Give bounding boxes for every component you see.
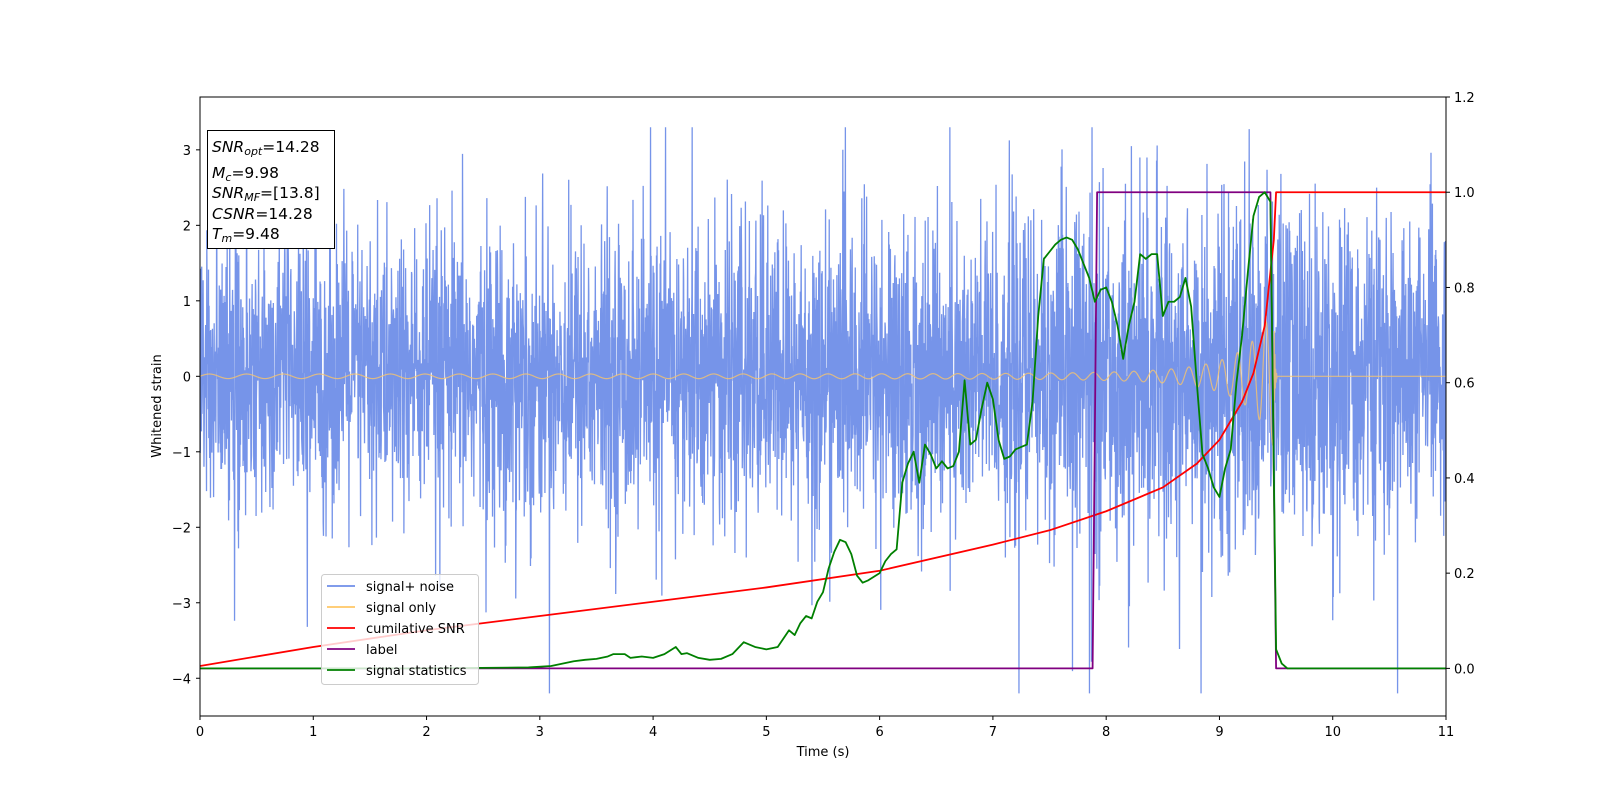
info-snr-mf: SNRMF=[13.8] [212, 184, 320, 204]
y-tick-label: −3 [172, 597, 191, 612]
x-tick-label: 5 [762, 725, 770, 740]
info-snr-opt: SNRopt=14.28 [212, 138, 320, 158]
x-tick-label: 7 [989, 725, 997, 740]
series-cumilative-snr [200, 191, 1446, 667]
info-csnr: CSNR=14.28 [212, 205, 313, 223]
info-mc: Mc=9.98 [212, 164, 279, 184]
info-box: SNRopt=14.28 Mc=9.98 SNRMF=[13.8] CSNR=1… [207, 130, 335, 249]
y-axis-right: 0.0 0.2 0.4 0.6 0.8 1.0 1.2 [1446, 91, 1475, 677]
y-tick-label: 0 [183, 370, 191, 385]
legend: signal+ noise signal only cumilative SNR la… [321, 574, 479, 685]
y2-tick-label: 0.0 [1454, 662, 1475, 677]
y-axis-label: Whitened strain [150, 354, 165, 457]
y2-tick-label: 0.4 [1454, 472, 1475, 487]
y-axis-left: −4 −3 −2 −1 0 1 2 3 [172, 144, 200, 687]
y-tick-label: 3 [183, 144, 191, 159]
y-tick-label: 1 [183, 295, 191, 310]
y-tick-label: −4 [172, 672, 191, 687]
x-tick-label: 11 [1438, 725, 1455, 740]
series-signal-statistics [200, 191, 1446, 670]
legend-label-signal-only: signal only [366, 601, 436, 616]
x-tick-label: 8 [1102, 725, 1110, 740]
legend-label-signal-noise: signal+ noise [366, 580, 454, 595]
x-tick-label: 9 [1215, 725, 1223, 740]
y-tick-label: 2 [183, 219, 191, 234]
info-box-frame [207, 130, 335, 249]
x-tick-label: 2 [422, 725, 430, 740]
x-tick-label: 0 [196, 725, 204, 740]
y-tick-label: −1 [172, 446, 191, 461]
plot-area [200, 127, 1446, 694]
y2-tick-label: 0.2 [1454, 567, 1475, 582]
series-signal-only [200, 321, 1446, 447]
x-tick-label: 1 [309, 725, 317, 740]
info-tm: Tm=9.48 [212, 225, 280, 245]
y2-tick-label: 0.8 [1454, 281, 1475, 296]
legend-label-cumilative-snr: cumilative SNR [366, 622, 465, 637]
y2-tick-label: 1.0 [1454, 186, 1475, 201]
x-tick-label: 3 [536, 725, 544, 740]
x-axis-label: Time (s) [796, 745, 850, 760]
x-tick-label: 4 [649, 725, 657, 740]
x-tick-label: 6 [875, 725, 883, 740]
legend-label-signal-statistics: signal statistics [366, 664, 467, 679]
x-axis: 0 1 2 3 4 5 6 7 8 9 10 11 [196, 716, 1454, 740]
y2-tick-label: 1.2 [1454, 91, 1475, 106]
legend-frame [321, 574, 479, 685]
x-tick-label: 10 [1324, 725, 1341, 740]
legend-label-label: label [366, 643, 397, 658]
plot-frame [199, 96, 1447, 717]
y2-tick-label: 0.6 [1454, 377, 1475, 392]
y-tick-label: −2 [172, 521, 191, 536]
